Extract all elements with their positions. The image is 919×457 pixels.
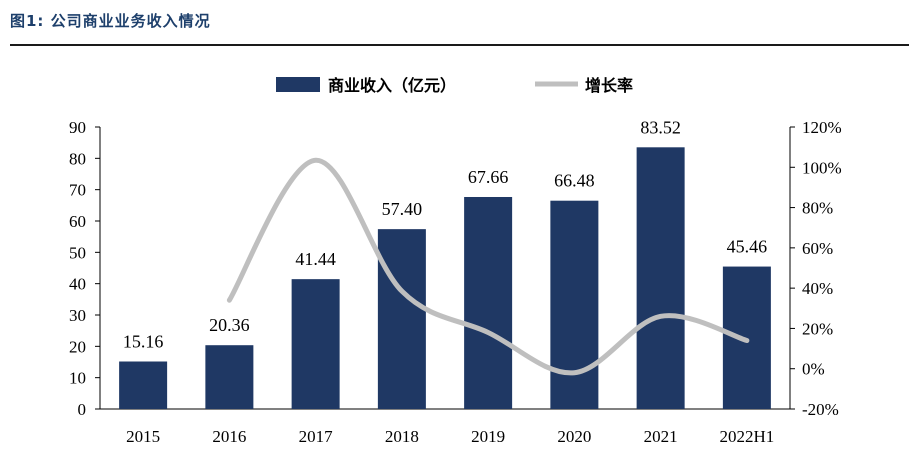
growth-rate-line <box>226 157 750 376</box>
bar-value-label: 67.66 <box>468 167 509 187</box>
chart-axes: 0 10 20 30 40 50 60 70 80 90 -20% 0% 20% 40% 60% 80% 100… <box>69 118 842 446</box>
revenue-bar <box>636 147 685 409</box>
bar-value-label: 20.36 <box>209 315 250 335</box>
growth-line-series <box>226 157 750 376</box>
revenue-bar <box>377 229 426 409</box>
bar-value-label: 15.16 <box>123 331 164 351</box>
left-tick-label: 60 <box>69 212 86 231</box>
bar-series <box>119 147 771 409</box>
bar-value-label: 83.52 <box>640 117 681 137</box>
revenue-bar <box>550 200 599 409</box>
x-tick-label: 2020 <box>557 427 591 446</box>
bar-value-label: 57.40 <box>382 199 423 219</box>
right-tick-label: -20% <box>802 400 839 419</box>
x-tick-label: 2016 <box>212 427 246 446</box>
x-tick-label: 2017 <box>299 427 334 446</box>
right-tick-label: 100% <box>802 158 842 177</box>
left-tick-label: 80 <box>69 149 86 168</box>
legend-line-label: 增长率 <box>585 76 633 95</box>
figure-title: 图1: 公司商业业务收入情况 <box>10 12 211 30</box>
left-tick-label: 40 <box>69 275 86 294</box>
legend-bar-swatch <box>276 77 320 92</box>
revenue-bar <box>464 196 513 409</box>
left-tick-label: 20 <box>69 337 86 356</box>
right-tick-label: 60% <box>802 239 833 258</box>
right-tick-label: 0% <box>802 360 825 379</box>
right-tick-label: 20% <box>802 319 833 338</box>
title-rule <box>10 44 909 46</box>
bar-value-label: 66.48 <box>554 171 595 191</box>
data-labels: 15.16 20.36 41.44 57.40 67.66 66.48 83.52 45.46 <box>123 117 767 351</box>
x-tick-label: 2018 <box>385 427 419 446</box>
x-tick-label: 2021 <box>644 427 678 446</box>
revenue-bar <box>291 279 340 409</box>
x-tick-label: 2019 <box>471 427 505 446</box>
revenue-bar <box>119 361 168 409</box>
x-tick-label: 2015 <box>126 427 160 446</box>
bar-value-label: 41.44 <box>295 249 336 269</box>
revenue-bar <box>722 266 771 409</box>
chart-legend: 商业收入（亿元） 增长率 <box>276 76 633 95</box>
right-tick-label: 80% <box>802 199 833 218</box>
left-tick-label: 50 <box>69 243 86 262</box>
left-tick-label: 90 <box>69 118 86 137</box>
legend-bar-label: 商业收入（亿元） <box>328 76 456 95</box>
revenue-bar <box>205 345 254 409</box>
x-tick-label: 2022H1 <box>719 427 774 446</box>
left-tick-label: 30 <box>69 306 86 325</box>
right-tick-label: 120% <box>802 118 842 137</box>
left-tick-label: 0 <box>78 400 87 419</box>
left-tick-label: 10 <box>69 369 86 388</box>
right-tick-label: 40% <box>802 279 833 298</box>
left-tick-label: 70 <box>69 181 86 200</box>
bar-value-label: 45.46 <box>727 237 768 257</box>
